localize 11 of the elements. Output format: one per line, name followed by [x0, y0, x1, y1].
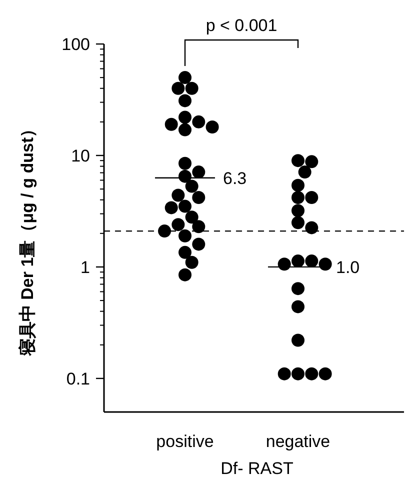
x-axis-title: Df- RAST — [220, 459, 294, 478]
text: p < 0.001 — [206, 16, 278, 35]
y-tick-label: 10 — [71, 146, 90, 166]
y-tick-label: 100 — [62, 35, 90, 54]
annotation: 1.0 — [336, 258, 360, 277]
y-tick-label: 1 — [80, 258, 90, 277]
annotation: 6.3 — [223, 168, 247, 188]
y-tick-label: 0.1 — [66, 369, 90, 388]
x-tick-label: positive — [156, 432, 214, 451]
y-axis-title: 寝具中 Der 1量（μg / g dust） — [18, 120, 37, 357]
x-tick-label: negative — [266, 432, 330, 451]
